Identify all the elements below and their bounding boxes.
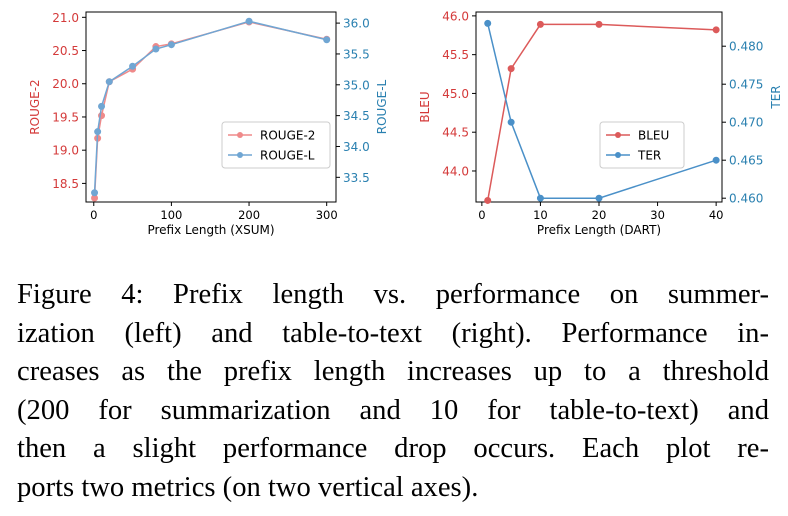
data-point-ter <box>536 194 544 202</box>
y-right-tick-label: 34.0 <box>343 140 370 154</box>
y-right-axis-label: ROUGE-L <box>375 79 389 134</box>
y-right-tick-label: 0.460 <box>729 192 763 206</box>
legend-box <box>221 121 331 169</box>
y-right-tick-label: 33.5 <box>343 171 370 185</box>
data-point-rouge-l <box>105 78 113 86</box>
caption-line-3: creases as the prefix length increases u… <box>17 356 769 387</box>
data-point-rouge-l <box>323 36 331 44</box>
y-right-tick-label: 34.5 <box>343 109 370 123</box>
x-tick-label: 40 <box>709 208 724 222</box>
data-point-bleu <box>484 196 492 204</box>
chart-dart: 0 10 20 30 40 Prefix Length (DART) 44.0 44.5 45.… <box>418 9 783 237</box>
caption-line-6: ports two metrics (on two vertical axes)… <box>17 471 479 503</box>
data-point-rouge-l <box>98 102 106 110</box>
plot-frame <box>85 11 337 203</box>
y-left-axis-label: ROUGE-2 <box>28 79 42 134</box>
data-point-rouge-l <box>129 62 137 70</box>
data-point-rouge-l <box>94 128 102 136</box>
x-tick-label: 20 <box>592 208 607 222</box>
y-left-tick-label: 46.0 <box>442 9 469 23</box>
data-point-bleu <box>536 20 544 28</box>
legend-marker-rouge-l <box>237 152 243 158</box>
data-point-ter <box>712 156 720 164</box>
caption-line-1: Figure 4: Prefix length vs. performance … <box>17 279 769 310</box>
legend-marker-bleu <box>615 132 621 138</box>
y-right-axis-label: TER <box>769 85 783 109</box>
y-right-tick-label: 0.465 <box>729 154 763 168</box>
data-point-rouge-l <box>167 41 175 49</box>
y-left-tick-label: 44.5 <box>442 126 469 140</box>
x-axis-label: Prefix Length (XSUM) <box>147 223 274 237</box>
data-point-ter <box>484 19 492 27</box>
y-left-tick-label: 18.5 <box>52 177 79 191</box>
y-left-tick-label: 45.0 <box>442 87 469 101</box>
data-point-ter <box>595 194 603 202</box>
series-line-bleu <box>486 23 717 201</box>
data-point-rouge-l <box>91 189 99 197</box>
x-axis-label: Prefix Length (DART) <box>537 223 661 237</box>
series-line-rouge-2 <box>93 21 327 199</box>
x-tick-label: 0 <box>90 208 97 222</box>
legend-box <box>599 121 685 169</box>
y-left-tick-label: 19.0 <box>52 144 79 158</box>
legend-label-rouge-2: ROUGE-2 <box>260 129 315 143</box>
y-right-tick-label: 35.5 <box>343 47 370 61</box>
legend-marker-rouge-2 <box>237 132 243 138</box>
y-left-axis-label: BLEU <box>418 91 432 122</box>
caption-line-5: then a slight performance drop occurs. E… <box>17 433 769 464</box>
data-point-bleu <box>507 65 515 73</box>
y-left-tick-label: 21.0 <box>52 11 79 25</box>
x-tick-label: 30 <box>650 208 665 222</box>
data-point-bleu <box>595 20 603 28</box>
chart-xsum: 0 100 200 300 Prefix Length (XSUM) 18.5 19.0 19… <box>28 11 389 237</box>
data-point-bleu <box>712 26 720 34</box>
y-left-tick-label: 45.5 <box>442 48 469 62</box>
legend-marker-ter <box>615 152 621 158</box>
y-right-tick-label: 0.480 <box>729 40 763 54</box>
y-left-tick-label: 20.5 <box>52 44 79 58</box>
x-tick-label: 10 <box>533 208 548 222</box>
y-left-tick-label: 19.5 <box>52 110 79 124</box>
legend-label-ter: TER <box>637 149 661 163</box>
series-line-ter <box>486 23 717 199</box>
legend-label-bleu: BLEU <box>638 129 669 143</box>
plot-frame <box>475 11 723 203</box>
y-left-tick-label: 44.0 <box>442 164 469 178</box>
y-right-tick-label: 35.0 <box>343 78 370 92</box>
x-tick-label: 0 <box>478 208 485 222</box>
y-right-tick-label: 0.470 <box>729 116 763 130</box>
y-right-tick-label: 36.0 <box>343 17 370 31</box>
figure-caption: Figure 4: Prefix length vs. performance … <box>17 276 769 507</box>
x-tick-label: 300 <box>316 208 338 222</box>
caption-line-2: ization (left) and table-to-text (right)… <box>17 317 769 349</box>
x-tick-label: 100 <box>160 208 182 222</box>
y-right-tick-label: 0.475 <box>729 78 763 92</box>
data-point-rouge-l <box>152 45 160 53</box>
x-tick-label: 200 <box>238 208 260 222</box>
caption-line-4: (200 for summarization and 10 for table-… <box>17 394 769 426</box>
data-point-ter <box>507 118 515 126</box>
legend-label-rouge-l: ROUGE-L <box>260 149 315 163</box>
data-point-rouge-l <box>245 17 253 25</box>
y-left-tick-label: 20.0 <box>52 77 79 91</box>
